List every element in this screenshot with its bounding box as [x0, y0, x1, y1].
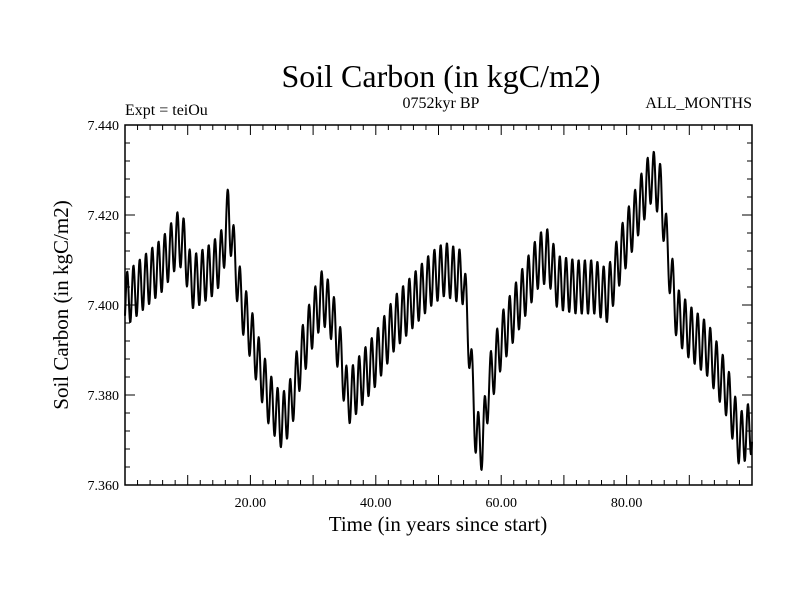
y-axis-label: Soil Carbon (in kgC/m2): [49, 200, 73, 409]
x-tick-label: 40.00: [360, 496, 392, 511]
x-axis-label: Time (in years since start): [329, 512, 548, 536]
x-tick-label: 60.00: [485, 496, 517, 511]
x-tick-label: 20.00: [235, 496, 267, 511]
x-tick-label: 80.00: [611, 496, 643, 511]
experiment-label: Expt = teiOu: [125, 102, 208, 119]
y-tick-label: 7.400: [88, 299, 120, 314]
y-tick-label: 7.360: [88, 479, 120, 494]
y-tick-label: 7.420: [88, 209, 120, 224]
chart-title: Soil Carbon (in kgC/m2): [281, 58, 600, 94]
months-label: ALL_MONTHS: [645, 95, 752, 112]
plot-frame: [124, 124, 753, 486]
x-ticks: 20.00 40.00 60.00 80.00: [137, 125, 740, 511]
period-label: 0752kyr BP: [403, 95, 480, 112]
series-line-soil-carbon: [124, 150, 753, 471]
y-tick-label: 7.440: [88, 119, 120, 134]
y-tick-label: 7.380: [88, 389, 120, 404]
